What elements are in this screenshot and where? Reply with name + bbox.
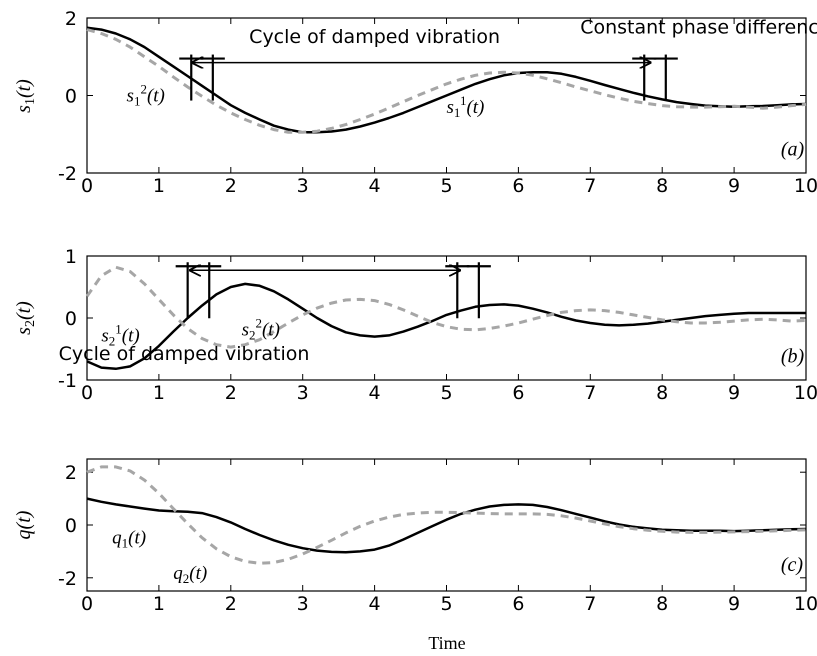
x-tick-label: 10 [794, 175, 817, 197]
x-tick-label: 8 [656, 382, 668, 404]
x-tick-label: 0 [81, 175, 93, 197]
curve-label: q1(t) [112, 527, 146, 550]
series-line-0 [86, 26, 807, 134]
x-tick-label: 6 [512, 593, 524, 615]
x-tick-label: 10 [794, 593, 817, 615]
y-tick-label: -2 [58, 568, 77, 590]
x-tick-label: 3 [297, 175, 309, 197]
x-tick-label: 5 [440, 175, 452, 197]
panel-letter: (b) [781, 346, 805, 368]
x-tick-label: 9 [728, 382, 740, 404]
x-tick-label: 3 [297, 593, 309, 615]
y-tick-label: -2 [58, 163, 77, 185]
series-line-0 [86, 497, 807, 554]
series-line-0 [86, 282, 806, 371]
x-tick-label: 4 [369, 175, 381, 197]
curve-label: s21(t) [101, 322, 139, 349]
x-tick-label: 3 [297, 382, 309, 404]
panel-letter: (a) [781, 139, 805, 161]
x-tick-label: 2 [225, 175, 237, 197]
y-axis-label: s1(t) [13, 79, 38, 113]
x-tick-label: 7 [584, 593, 596, 615]
annotation-text: Cycle of damped vibration [249, 26, 500, 48]
x-tick-label: 4 [369, 593, 381, 615]
y-axis-label: q(t) [13, 510, 35, 539]
x-tick-label: 2 [225, 593, 237, 615]
x-tick-label: 0 [81, 593, 93, 615]
y-tick-label: 0 [65, 308, 77, 330]
y-tick-label: 0 [65, 515, 77, 537]
x-tick-label: 1 [153, 593, 165, 615]
curve-label: s22(t) [242, 315, 280, 342]
x-tick-label: 1 [153, 382, 165, 404]
y-tick-label: 2 [65, 8, 77, 30]
series-line-1 [86, 465, 807, 565]
x-tick-label: 2 [225, 382, 237, 404]
x-tick-label: 6 [512, 175, 524, 197]
y-tick-label: -1 [58, 370, 77, 392]
y-tick-label: 2 [65, 462, 77, 484]
panel-letter: (c) [781, 554, 804, 576]
x-tick-label: 7 [584, 175, 596, 197]
x-tick-label: 9 [728, 175, 740, 197]
y-tick-label: 0 [65, 86, 77, 108]
y-axis-label: s2(t) [13, 301, 38, 335]
curve-label: q2(t) [173, 563, 207, 586]
x-tick-label: 5 [440, 593, 452, 615]
x-tick-label: 8 [656, 593, 668, 615]
x-tick-label: 7 [584, 382, 596, 404]
x-tick-label: 0 [81, 382, 93, 404]
series-line-1 [85, 265, 807, 349]
curve-label: s11(t) [447, 93, 485, 120]
x-tick-label: 8 [656, 175, 668, 197]
x-tick-label: 9 [728, 593, 740, 615]
x-axis-label: Time [428, 633, 465, 653]
x-tick-label: 6 [512, 382, 524, 404]
annotation-text: Cycle of damped vibration [59, 343, 310, 365]
x-tick-label: 4 [369, 382, 381, 404]
x-tick-label: 5 [440, 382, 452, 404]
y-tick-label: 1 [65, 246, 77, 268]
annotation-text: Constant phase difference [580, 17, 817, 39]
x-tick-label: 1 [153, 175, 165, 197]
x-tick-label: 10 [794, 382, 817, 404]
curve-label: s12(t) [127, 81, 165, 108]
series-line-1 [86, 28, 807, 134]
